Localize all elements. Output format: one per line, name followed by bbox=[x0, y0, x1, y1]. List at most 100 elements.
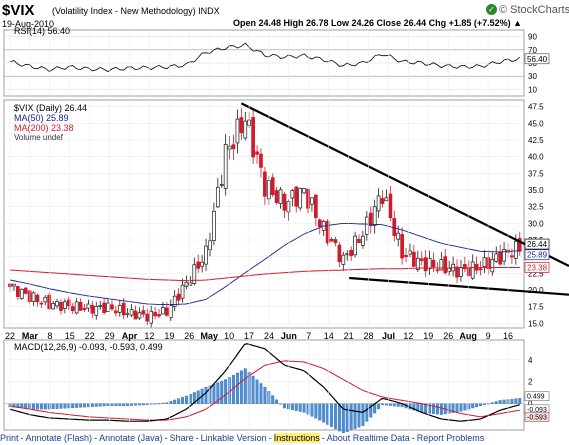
macd-histogram-bar bbox=[32, 403, 35, 410]
footer-link-about-realtime-data[interactable]: About Realtime Data bbox=[326, 433, 410, 443]
price-tick-label: 45.0 bbox=[528, 119, 544, 128]
macd-histogram-bar bbox=[294, 403, 298, 411]
candle-body bbox=[255, 151, 259, 155]
footer-separator: - bbox=[164, 433, 168, 443]
candle-body bbox=[31, 292, 36, 302]
x-tick-label: Jun bbox=[281, 331, 297, 341]
ohlc-summary: Open 24.48 High 26.78 Low 24.26 Close 26… bbox=[233, 18, 523, 28]
candle-body bbox=[349, 249, 353, 257]
candle-body bbox=[106, 302, 110, 312]
macd-histogram-bar bbox=[271, 395, 275, 404]
macd-histogram-bar bbox=[302, 403, 306, 413]
macd-histogram-bar bbox=[137, 403, 141, 406]
macd-tick-label: 2 bbox=[528, 378, 533, 387]
candle-body bbox=[125, 312, 130, 315]
macd-histogram-bar bbox=[145, 403, 149, 405]
footer-link-instructions[interactable]: Instructions bbox=[273, 433, 320, 443]
x-tick-label: 12 bbox=[144, 331, 154, 341]
footer-separator: - bbox=[195, 433, 199, 443]
candle-body bbox=[306, 188, 310, 209]
footer-separator: - bbox=[321, 433, 325, 443]
candle-body bbox=[153, 312, 157, 317]
macd-histogram-bar bbox=[498, 400, 502, 404]
macd-histogram-bar bbox=[185, 395, 188, 404]
stockcharts-logo[interactable]: ✓© StockCharts.com bbox=[486, 4, 569, 16]
candle-body bbox=[110, 304, 114, 310]
x-tick-label: 10 bbox=[224, 331, 234, 341]
chart-date: 19-Aug-2010 bbox=[2, 19, 55, 29]
macd-value-tag bbox=[524, 412, 550, 422]
price-tick-label: 35.0 bbox=[528, 186, 544, 195]
logo-icon: ✓ bbox=[486, 4, 497, 15]
candle-body bbox=[317, 219, 322, 228]
candle-body bbox=[337, 244, 342, 262]
candle-body bbox=[298, 187, 303, 209]
candle-body bbox=[70, 306, 75, 311]
footer-link-linkable-version[interactable]: Linkable Version bbox=[200, 433, 267, 443]
candle-body bbox=[447, 268, 452, 272]
price-tick-label: 37.5 bbox=[528, 169, 544, 178]
candle-body bbox=[510, 255, 514, 258]
candle-body bbox=[396, 232, 401, 240]
macd-histogram-bar bbox=[439, 403, 443, 415]
candle-body bbox=[23, 287, 28, 294]
macd-value-text: 0.499 bbox=[527, 394, 545, 401]
candle-body bbox=[498, 251, 503, 265]
macd-histogram-bar bbox=[220, 380, 224, 404]
footer-link-report-problems[interactable]: Report Problems bbox=[416, 433, 485, 443]
footer-separator: - bbox=[20, 433, 24, 443]
macd-histogram-bar bbox=[279, 403, 283, 405]
candle-body bbox=[223, 143, 228, 189]
macd-histogram-bar bbox=[471, 403, 475, 409]
candle-body bbox=[486, 257, 491, 270]
candle-body bbox=[208, 240, 212, 251]
candle-body bbox=[412, 251, 416, 267]
candle-body bbox=[353, 235, 357, 256]
x-tick-label: 26 bbox=[184, 331, 194, 341]
macd-histogram-bar bbox=[290, 403, 294, 410]
macd-signal-line bbox=[9, 360, 520, 421]
footer-link-annotate-java[interactable]: Annotate (Java) bbox=[99, 433, 163, 443]
macd-histogram-bar bbox=[134, 403, 137, 406]
macd-histogram-bar bbox=[310, 403, 314, 417]
price-value-tag bbox=[524, 262, 550, 273]
candle-body bbox=[282, 193, 287, 211]
candle-body bbox=[278, 189, 283, 204]
candle-body bbox=[192, 264, 197, 284]
price-legend-label: $VIX (Daily) 26.44 bbox=[14, 103, 87, 113]
footer-link-print[interactable]: Print bbox=[0, 433, 19, 443]
macd-histogram-bar bbox=[141, 403, 145, 406]
macd-histogram-bar bbox=[110, 403, 114, 407]
candle-body bbox=[137, 312, 142, 319]
macd-histogram-bar bbox=[275, 399, 279, 404]
rsi-tick-label: 90 bbox=[528, 33, 537, 42]
x-tick-label: May bbox=[200, 331, 218, 341]
ma200-line bbox=[9, 267, 520, 282]
price-tick-label: 15.0 bbox=[528, 319, 544, 328]
chart-header: $VIX (Volatility Index - New Methodology… bbox=[0, 0, 569, 30]
candle-body bbox=[39, 302, 44, 305]
candle-body bbox=[157, 314, 161, 317]
candle-body bbox=[145, 313, 150, 322]
rsi-line bbox=[9, 42, 521, 73]
macd-histogram-bar bbox=[43, 403, 47, 410]
candle-body bbox=[329, 238, 334, 242]
candle-body bbox=[431, 259, 436, 268]
macd-histogram-bar bbox=[518, 398, 522, 404]
footer-link-share[interactable]: Share bbox=[169, 433, 194, 443]
candle-body bbox=[286, 201, 291, 213]
footer-link-annotate-flash[interactable]: Annotate (Flash) bbox=[25, 433, 93, 443]
macd-histogram-bar bbox=[55, 403, 59, 409]
x-tick-label: 15 bbox=[65, 331, 75, 341]
x-tick-label: 26 bbox=[443, 331, 453, 341]
macd-histogram-bar bbox=[153, 403, 157, 405]
candle-body bbox=[439, 259, 444, 271]
macd-histogram-bar bbox=[447, 403, 451, 414]
volume-legend-label: Volume undef bbox=[14, 133, 64, 142]
rsi-value-tag bbox=[524, 53, 550, 65]
macd-histogram-bar bbox=[486, 403, 490, 405]
macd-histogram-bar bbox=[235, 372, 239, 404]
candle-body bbox=[117, 305, 122, 313]
macd-histogram-bar bbox=[349, 403, 353, 431]
macd-histogram-bar bbox=[283, 403, 286, 409]
